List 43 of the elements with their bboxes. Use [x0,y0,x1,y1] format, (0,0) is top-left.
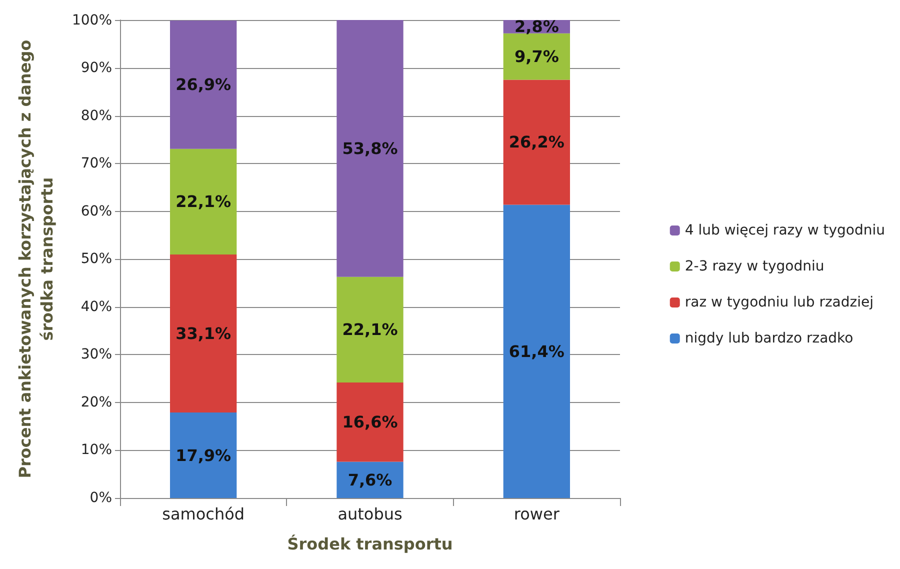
y-tick-label: 80% [80,108,112,124]
legend-label: 4 lub więcej razy w tygodniu [684,222,886,238]
legend-label: 2-3 razy w tygodniu [684,258,824,274]
bar [170,20,237,149]
data-label: 53,8% [342,138,398,158]
y-tick-label: 90% [80,60,112,76]
y-tick-label: 100% [72,12,112,28]
y-tick-label: 30% [80,346,112,363]
legend-label: raz w tygodniu lub rzadziej [684,294,874,310]
y-axis-title: Procent ankietowanych korzystających z danego środka transportu [16,40,56,478]
bar [170,254,237,413]
y-tick-label: 70% [80,156,112,172]
bar [336,20,404,277]
y-tick-label: 50% [80,251,112,268]
data-label: 26,9% [176,75,232,94]
data-label: 33,1% [176,324,232,343]
y-tick-label: 10% [80,442,112,458]
data-label: 9,7% [514,47,559,66]
bar [336,382,404,462]
bar [503,204,570,498]
bar [336,462,404,498]
bar [336,276,404,382]
x-axis-title: Środek transportu [287,534,453,554]
x-tick-label: samochód [162,504,245,524]
data-label: 7,6% [348,470,392,490]
y-tick-label: 60% [80,203,112,220]
data-label: 22,1% [176,192,232,212]
bar [170,412,237,498]
bar [170,148,237,254]
data-label: 17,9% [176,446,232,465]
y-tick-label: 40% [80,298,112,315]
x-tick-label: autobus [338,504,402,524]
data-label: 26,2% [508,132,564,152]
data-label: 16,6% [342,412,398,432]
data-label: 61,4% [508,342,564,361]
y-tick-label: 20% [80,394,112,410]
legend-label: nigdy lub bardzo rzadko [684,330,854,346]
data-label: 2,8% [514,17,559,36]
bar [503,33,570,80]
data-label: 22,1% [342,320,398,340]
y-tick-label: 0% [90,490,112,506]
x-tick-label: rower [514,504,560,524]
bar [503,80,570,205]
